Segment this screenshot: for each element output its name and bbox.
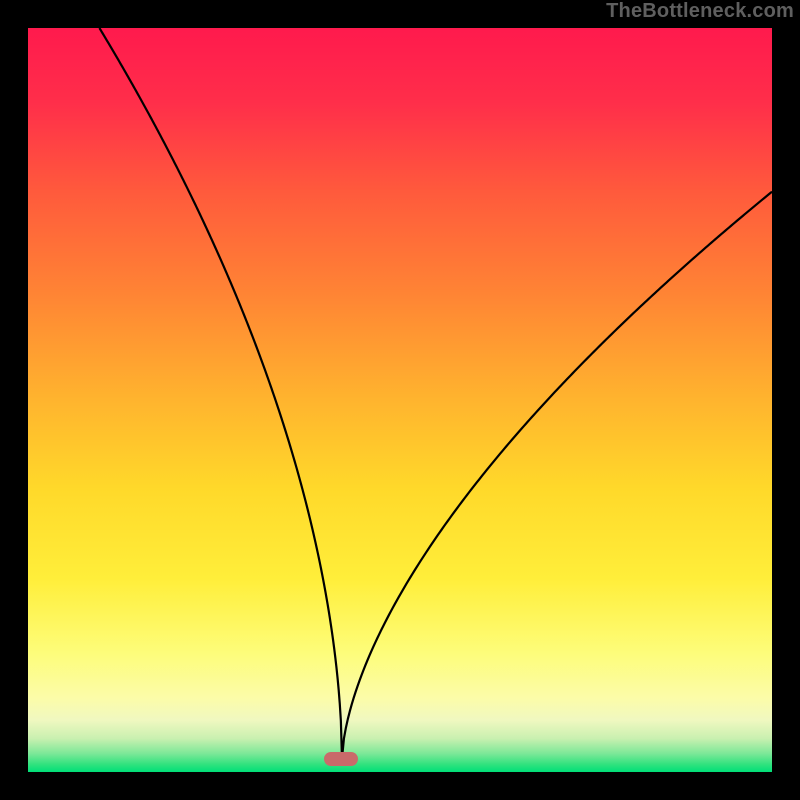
chart-plot-area (28, 28, 772, 772)
optimal-marker (324, 752, 358, 766)
watermark-text: TheBottleneck.com (606, 0, 794, 23)
